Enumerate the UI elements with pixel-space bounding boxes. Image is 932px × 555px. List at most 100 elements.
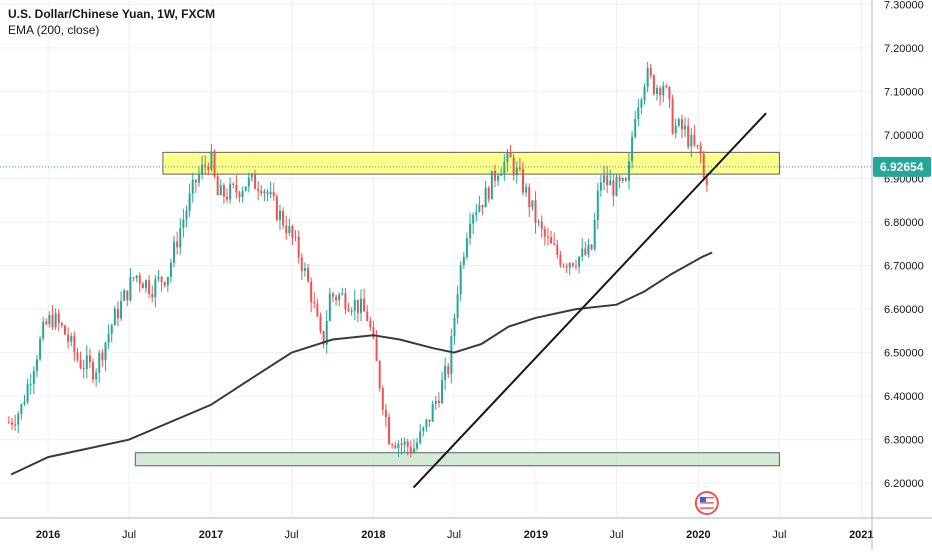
candle-body [381, 388, 384, 410]
candle-body [219, 185, 222, 196]
candle-body [70, 336, 73, 342]
candle-body [88, 355, 91, 362]
x-tick-label: 2021 [849, 529, 873, 541]
candle-body [587, 244, 590, 255]
candle-body [543, 228, 546, 237]
candle-body [188, 193, 191, 211]
candle-body [285, 225, 288, 234]
candle-body [522, 169, 525, 193]
candle-body [191, 179, 194, 194]
candle-body [166, 276, 169, 286]
candle-body [207, 166, 210, 170]
candle-body [63, 325, 66, 335]
candle-body [596, 190, 599, 220]
candle-body [459, 264, 462, 295]
y-tick-label: 7.10000 [884, 86, 924, 98]
candle-body [179, 227, 182, 248]
candle-body [319, 316, 322, 332]
y-tick-label: 6.50000 [884, 348, 924, 360]
candle-body [14, 424, 17, 426]
candle-body [665, 86, 668, 88]
x-tick-label: 2019 [524, 529, 548, 541]
candle-body [540, 221, 543, 229]
candle-body [120, 300, 123, 319]
candle-body [603, 175, 606, 183]
support-zone [134, 452, 780, 467]
candle-body [478, 204, 481, 212]
candle-body [453, 317, 456, 337]
candle-body [288, 226, 291, 234]
candle-body [472, 214, 475, 224]
flag-stripe [699, 497, 714, 499]
last-price-badge [873, 156, 931, 177]
candle-body [92, 361, 95, 380]
candle-body [425, 419, 428, 428]
candle-body [640, 99, 643, 108]
candle-body [235, 184, 238, 193]
candle-body [500, 173, 503, 176]
candle-body [76, 352, 79, 360]
candle-body [157, 276, 160, 279]
candle-body [469, 223, 472, 239]
candle-body [372, 327, 375, 338]
candle-body [593, 219, 596, 250]
candle-body [431, 403, 434, 422]
candle-body [400, 443, 403, 445]
candle-body [615, 176, 618, 196]
candle-body [649, 67, 652, 76]
candle-body [316, 303, 319, 317]
candle-body [132, 277, 135, 279]
candle-body [204, 164, 207, 167]
candle-body [581, 248, 584, 257]
candle-body [553, 243, 556, 245]
candle-body [322, 331, 325, 345]
x-tick-label: Jul [772, 529, 786, 541]
candle-body [568, 263, 571, 268]
candle-body [503, 162, 506, 174]
candle-body [176, 241, 179, 248]
candle-body [247, 177, 250, 187]
candle-body [7, 422, 10, 424]
candle-body [163, 282, 166, 286]
candle-body [238, 192, 241, 198]
candle-body [154, 278, 157, 298]
candle-body [17, 414, 20, 425]
candle-body [531, 200, 534, 208]
candle-body [275, 196, 278, 220]
candle-body [375, 337, 378, 362]
x-tick-label: 2016 [36, 529, 60, 541]
candle-body [254, 174, 257, 189]
candle-body [637, 107, 640, 119]
x-tick-label: Jul [122, 529, 136, 541]
candle-body [369, 320, 372, 328]
us-flag-icon[interactable] [694, 491, 719, 515]
candle-body [444, 366, 447, 381]
candle-body [447, 366, 450, 374]
trendline-segment [412, 112, 767, 489]
candle-body [194, 179, 197, 183]
trendline[interactable] [412, 112, 767, 489]
zones [134, 151, 780, 467]
candle-body [11, 422, 14, 425]
candle-body [347, 309, 350, 311]
candle-body [294, 236, 297, 238]
candle-body [359, 298, 362, 313]
candle-body [350, 310, 353, 312]
candle-body [659, 88, 662, 96]
candle-body [621, 178, 624, 181]
candle-body [129, 277, 132, 301]
candle-body [419, 431, 422, 443]
candle-body [484, 187, 487, 208]
candle-body [546, 236, 549, 238]
candle-body [148, 280, 151, 294]
candle-body [559, 254, 562, 266]
ema-line [10, 251, 713, 476]
candle-body [57, 313, 60, 324]
candle-body [388, 417, 391, 445]
grid-lines [0, 0, 872, 518]
y-tick-label: 6.40000 [884, 391, 924, 403]
candle-body [107, 333, 110, 343]
candle-body [690, 134, 693, 147]
